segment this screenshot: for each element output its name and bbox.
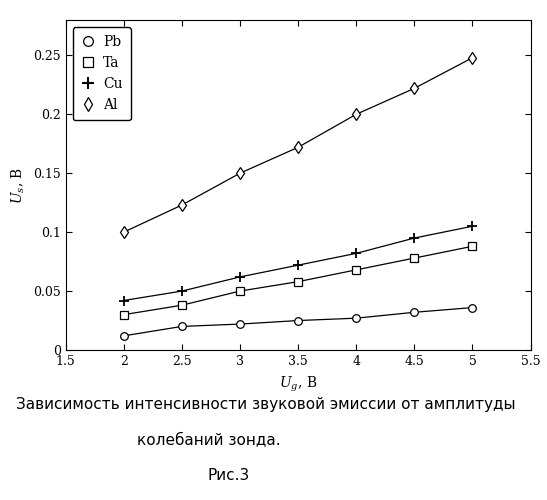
Pb	[469, 304, 476, 310]
Ta	[295, 278, 301, 284]
Al	[178, 202, 185, 208]
Al	[295, 144, 301, 150]
Cu	[237, 274, 243, 280]
Line: Pb: Pb	[120, 304, 476, 340]
X-axis label: $U_g$, В: $U_g$, В	[279, 375, 317, 394]
Pb	[178, 324, 185, 330]
Ta	[469, 244, 476, 250]
Cu	[295, 262, 301, 268]
Line: Al: Al	[120, 54, 476, 236]
Ta	[353, 267, 359, 273]
Text: колебаний зонда.: колебаний зонда.	[137, 432, 281, 448]
Pb	[120, 333, 127, 339]
Line: Cu: Cu	[119, 222, 478, 306]
Cu	[120, 298, 127, 304]
Al	[237, 170, 243, 176]
Cu	[469, 223, 476, 229]
Ta	[120, 312, 127, 318]
Y-axis label: $U_s$, В: $U_s$, В	[10, 166, 27, 203]
Pb	[295, 318, 301, 324]
Pb	[411, 310, 418, 316]
Legend: Pb, Ta, Cu, Al: Pb, Ta, Cu, Al	[73, 27, 131, 120]
Pb	[237, 321, 243, 327]
Al	[353, 112, 359, 117]
Cu	[178, 288, 185, 294]
Cu	[411, 235, 418, 241]
Al	[411, 86, 418, 91]
Cu	[353, 250, 359, 256]
Line: Ta: Ta	[120, 242, 476, 318]
Ta	[178, 302, 185, 308]
Ta	[237, 288, 243, 294]
Text: Зависимость интенсивности звуковой эмиссии от амплитуды: Зависимость интенсивности звуковой эмисс…	[16, 398, 516, 412]
Al	[469, 54, 476, 60]
Text: Рис.3: Рис.3	[208, 468, 250, 482]
Ta	[411, 255, 418, 261]
Pb	[353, 315, 359, 321]
Al	[120, 229, 127, 235]
